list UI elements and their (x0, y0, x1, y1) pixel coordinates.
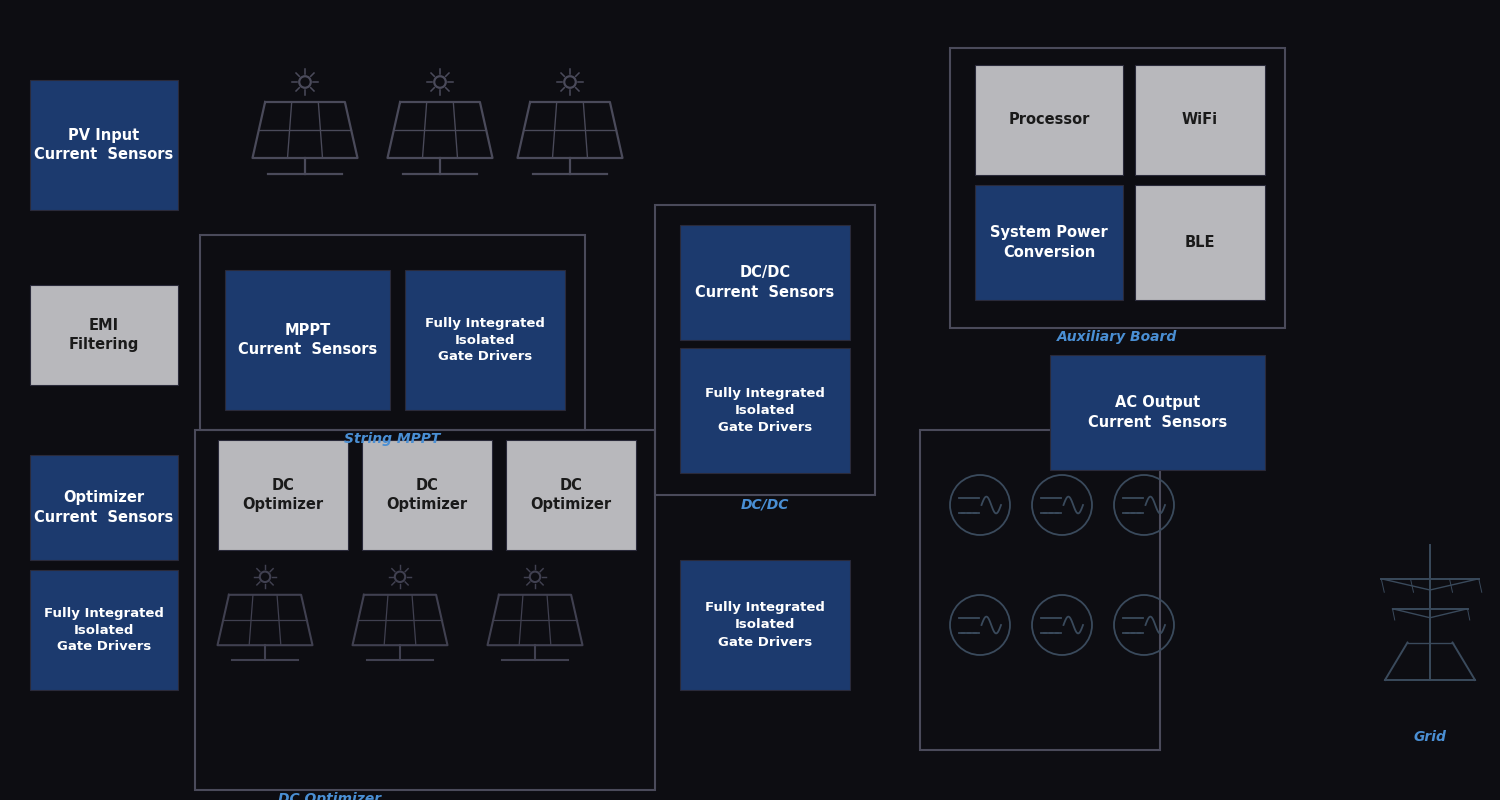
Bar (195, 430, 656, 790)
Bar (680, 225, 850, 340)
Text: Auxiliary Board: Auxiliary Board (1058, 330, 1178, 344)
Bar (30, 285, 178, 385)
Text: BLE: BLE (1185, 235, 1215, 250)
Bar (975, 65, 1124, 175)
Text: Optimizer
Current  Sensors: Optimizer Current Sensors (34, 490, 174, 525)
Bar (1050, 355, 1264, 470)
Bar (950, 48, 1286, 328)
Bar (30, 80, 178, 210)
Bar (975, 185, 1124, 300)
Bar (920, 430, 1160, 750)
Text: System Power
Conversion: System Power Conversion (990, 225, 1108, 260)
Text: Grid: Grid (1413, 730, 1446, 744)
Text: DC Optimizer: DC Optimizer (279, 792, 381, 800)
Bar (362, 440, 492, 550)
Text: MPPT
Current  Sensors: MPPT Current Sensors (238, 322, 376, 358)
Text: DC
Optimizer: DC Optimizer (243, 478, 324, 512)
Text: EMI
Filtering: EMI Filtering (69, 318, 140, 352)
Text: DC
Optimizer: DC Optimizer (531, 478, 612, 512)
Text: PV Input
Current  Sensors: PV Input Current Sensors (34, 127, 174, 162)
Text: AC Output
Current  Sensors: AC Output Current Sensors (1088, 395, 1227, 430)
Text: WiFi: WiFi (1182, 113, 1218, 127)
Bar (1136, 65, 1264, 175)
Bar (680, 348, 850, 473)
Bar (217, 440, 348, 550)
Bar (225, 270, 390, 410)
Bar (680, 560, 850, 690)
Text: Fully Integrated
Isolated
Gate Drivers: Fully Integrated Isolated Gate Drivers (44, 606, 164, 654)
Bar (1136, 185, 1264, 300)
Text: String MPPT: String MPPT (344, 432, 439, 446)
Text: Fully Integrated
Isolated
Gate Drivers: Fully Integrated Isolated Gate Drivers (424, 317, 544, 363)
Text: DC/DC: DC/DC (741, 497, 789, 511)
Bar (30, 455, 178, 560)
Bar (405, 270, 566, 410)
Bar (30, 570, 178, 690)
Text: Processor: Processor (1008, 113, 1089, 127)
Text: Fully Integrated
Isolated
Gate Drivers: Fully Integrated Isolated Gate Drivers (705, 602, 825, 649)
Bar (200, 235, 585, 430)
Text: DC
Optimizer: DC Optimizer (387, 478, 468, 512)
Bar (506, 440, 636, 550)
Bar (656, 205, 874, 495)
Text: DC/DC
Current  Sensors: DC/DC Current Sensors (696, 265, 834, 300)
Text: Fully Integrated
Isolated
Gate Drivers: Fully Integrated Isolated Gate Drivers (705, 387, 825, 434)
